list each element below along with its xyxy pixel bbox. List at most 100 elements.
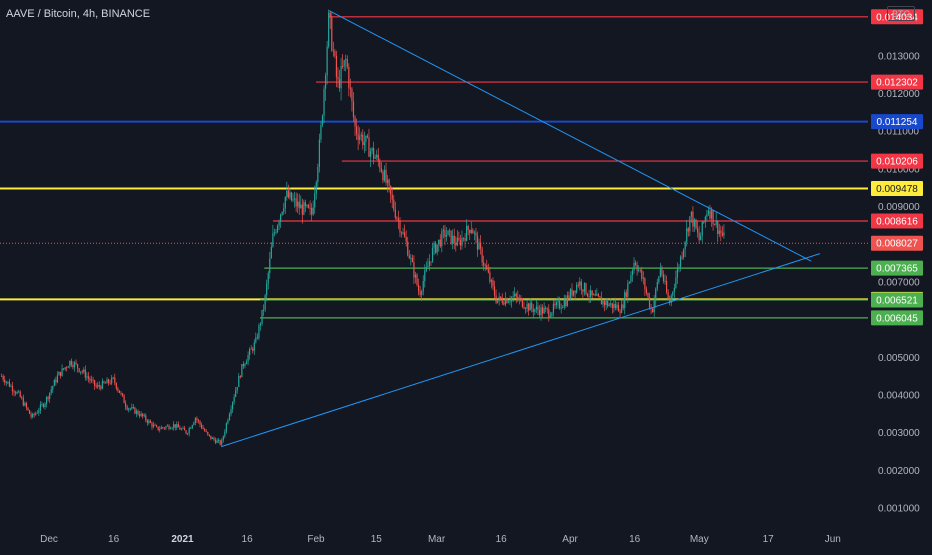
candle-body (696, 228, 699, 233)
candle-body (73, 362, 76, 368)
candle-body (359, 136, 361, 140)
candle-body (111, 377, 113, 384)
candle-body (182, 428, 184, 429)
candle-body (38, 410, 40, 413)
candle-body (142, 413, 144, 417)
time-axis-bg[interactable] (0, 525, 932, 550)
candle-body (346, 59, 348, 67)
candle-body (145, 415, 147, 421)
candle-body (478, 242, 480, 250)
candle-body (402, 232, 404, 234)
candle-body (382, 171, 384, 181)
candle-body (531, 302, 533, 309)
candle-body (510, 297, 513, 302)
candle-body (456, 237, 458, 246)
candle-body (421, 291, 423, 295)
candle-body (267, 273, 269, 284)
candle-body (686, 228, 688, 242)
candle-body (348, 66, 350, 89)
candle-body (28, 410, 31, 414)
candle-body (723, 232, 725, 236)
candle-body (231, 402, 234, 410)
candle-body (452, 235, 454, 244)
candle-body (69, 360, 71, 367)
candle-body (317, 166, 319, 183)
trendline-1[interactable] (221, 253, 821, 448)
candle-body (208, 434, 210, 436)
candle-body (315, 182, 317, 194)
candle-body (687, 228, 689, 232)
candle-body (503, 303, 505, 305)
candle-body (27, 407, 29, 411)
candle-body (473, 232, 475, 234)
candle-body (630, 275, 632, 282)
candle-body (101, 381, 103, 389)
candle-body (517, 296, 519, 300)
candle-body (555, 302, 558, 306)
candle-body (439, 239, 441, 247)
candle-body (13, 391, 15, 393)
trendline-0[interactable] (328, 10, 812, 262)
candle-body (655, 288, 657, 301)
candle-body (577, 284, 579, 286)
candle-body (135, 410, 138, 414)
candles (1, 9, 725, 448)
candle-body (349, 88, 351, 90)
candle-body (78, 368, 80, 372)
candle-body (636, 265, 638, 271)
candle-body (661, 267, 663, 275)
candle-body (645, 289, 648, 294)
candle-body (608, 304, 610, 307)
candle-body (11, 385, 14, 392)
candle-body (4, 379, 6, 383)
candle-body (160, 427, 162, 430)
candle-body (662, 274, 665, 282)
candle-body (32, 413, 34, 417)
candle-body (21, 397, 23, 399)
candle-body (7, 381, 9, 383)
candle-body (487, 269, 489, 273)
candle-body (407, 241, 409, 256)
candle-body (275, 231, 277, 233)
currency-badge[interactable]: BTC (887, 6, 915, 21)
candle-body (588, 296, 590, 298)
candle-body (405, 236, 407, 242)
level-label-bg (871, 310, 923, 326)
candle-body (538, 309, 541, 316)
candle-body (174, 424, 176, 428)
candle-body (689, 216, 691, 232)
candle-body (213, 437, 215, 440)
candle-body (137, 410, 139, 415)
candle-body (273, 232, 276, 234)
candle-body (264, 295, 266, 310)
candle-body (211, 437, 214, 439)
candle-body (523, 307, 525, 309)
candle-body (518, 298, 520, 300)
candle-body (219, 440, 221, 445)
candle-body (183, 428, 186, 431)
y-tick-label: 0.003000 (878, 428, 920, 439)
candle-body (566, 295, 568, 306)
candle-body (445, 235, 448, 237)
candle-body (252, 348, 254, 351)
candle-body (303, 202, 305, 215)
candle-body (159, 429, 161, 430)
candle-body (49, 392, 51, 399)
candle-body (304, 202, 307, 207)
candle-body (486, 265, 488, 270)
candle-body (272, 233, 274, 247)
candle-body (120, 392, 122, 394)
candle-body (610, 303, 612, 305)
candle-body (354, 117, 356, 127)
candle-body (374, 157, 376, 159)
candle-body (107, 379, 110, 383)
candle-body (10, 385, 12, 387)
candle-body (70, 360, 72, 366)
candle-body (321, 115, 324, 126)
candle-body (602, 301, 604, 305)
candle-body (607, 301, 609, 307)
candle-body (698, 232, 700, 241)
candle-body (97, 385, 99, 387)
